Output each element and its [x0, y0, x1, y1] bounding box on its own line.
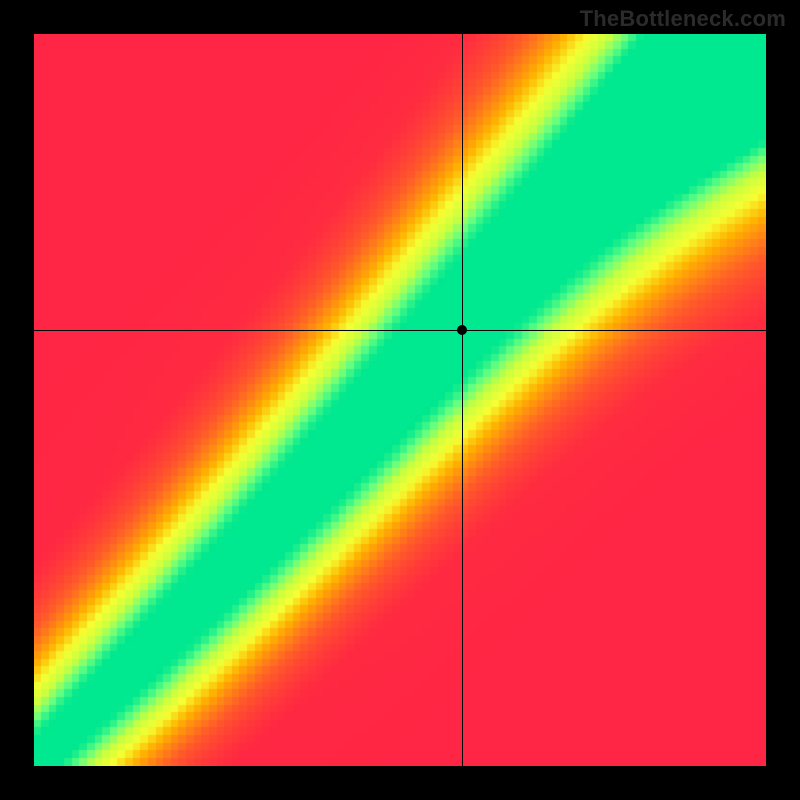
bottleneck-heatmap	[34, 34, 766, 766]
crosshair-vertical	[462, 34, 463, 766]
watermark-text: TheBottleneck.com	[580, 6, 786, 32]
chart-frame: TheBottleneck.com	[0, 0, 800, 800]
crosshair-horizontal	[34, 330, 766, 331]
crosshair-marker	[457, 325, 467, 335]
